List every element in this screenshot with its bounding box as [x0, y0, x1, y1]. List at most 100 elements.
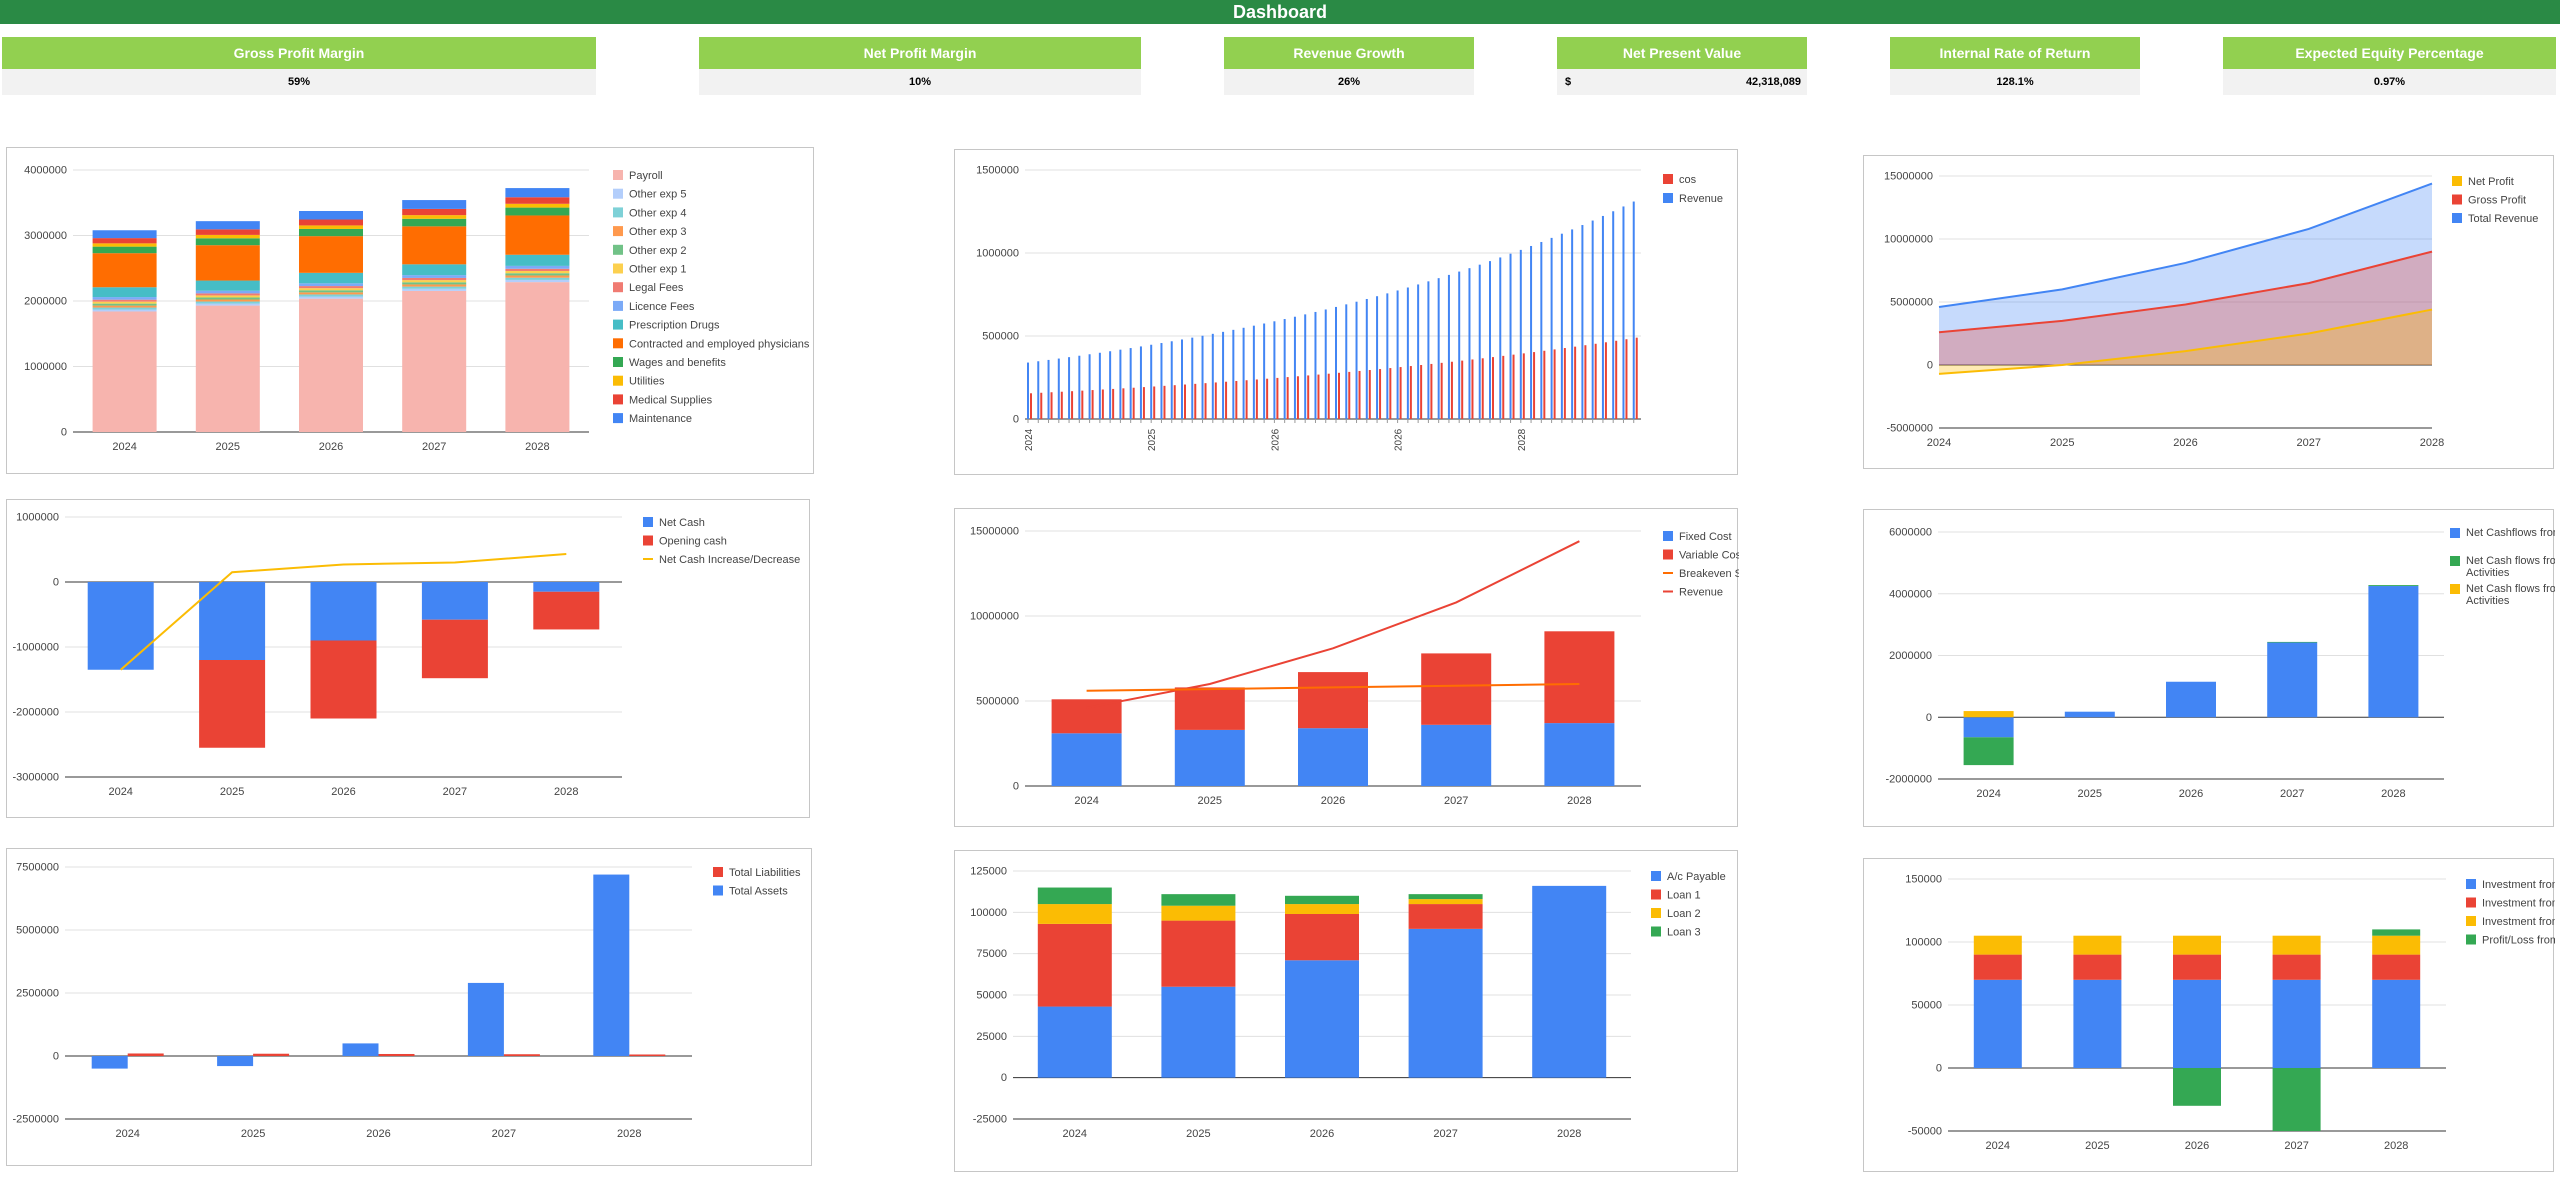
legend-swatch: [2450, 584, 2460, 594]
bar: [1078, 355, 1081, 419]
bar: [1584, 345, 1587, 419]
bar-segment: [2166, 681, 2216, 718]
legend-label: Investment from Owner: [2482, 879, 2555, 891]
bar-segment: [299, 283, 363, 287]
legend-swatch: [2452, 194, 2462, 205]
y-tick-label: 0: [1001, 1072, 1007, 1084]
bar: [1553, 349, 1556, 419]
bar-segment: [1973, 935, 2022, 955]
series-line: [1086, 540, 1580, 709]
x-tick-label: 2026: [366, 1128, 390, 1140]
bar-segment: [2173, 979, 2221, 1068]
bar: [1122, 388, 1125, 419]
bar-segment: [299, 219, 363, 226]
legend-label: Loan 2: [1667, 908, 1701, 920]
bar: [1160, 343, 1163, 419]
x-tick-label: 2028: [2381, 788, 2405, 800]
bar: [1191, 337, 1194, 419]
bar: [1027, 362, 1029, 419]
legend-label: Total Liabilities: [729, 867, 801, 879]
x-tick-label: 2026: [1394, 428, 1405, 451]
bar-segment: [299, 290, 363, 293]
bar: [1181, 339, 1183, 419]
legend-swatch: [613, 207, 623, 218]
legend-label: Investment from investor 2: [2482, 916, 2555, 928]
legend-label: Legal Fees: [629, 282, 684, 294]
bar: [91, 1056, 128, 1069]
bar: [1417, 284, 1420, 419]
bar-segment: [402, 277, 467, 281]
chart-revenue-profit-area-svg: -5000000 0 5000000 10000000 15000000 2024 2025…: [1884, 171, 2538, 450]
bar: [1574, 346, 1577, 419]
bar: [1430, 363, 1433, 419]
bar-segment: [1051, 733, 1122, 786]
bar-segment: [195, 229, 260, 235]
bar-segment: [92, 230, 157, 239]
y-tick-label: 5000000: [16, 925, 59, 937]
bar: [1314, 311, 1317, 419]
dashboard-title: Dashboard: [0, 0, 2560, 24]
x-tick-label: 2026: [1321, 795, 1345, 807]
bar: [1499, 257, 1502, 419]
bar: [1088, 354, 1091, 419]
bar: [1512, 354, 1515, 419]
bar: [1081, 390, 1084, 419]
bar: [1492, 357, 1494, 419]
bar-segment: [505, 273, 570, 276]
bar: [1098, 352, 1101, 419]
bar-segment: [195, 280, 260, 291]
y-tick-label: -2000000: [13, 707, 60, 719]
y-tick-label: 100000: [1905, 937, 1942, 949]
bar: [1335, 306, 1337, 419]
legend-label: Medical Supplies: [629, 394, 713, 406]
y-tick-label: 1000000: [976, 248, 1019, 260]
x-tick-label: 2024: [1063, 1128, 1087, 1140]
bar: [1563, 348, 1566, 419]
legend-swatch: [2450, 556, 2460, 566]
bar: [1468, 268, 1471, 419]
bar-segment: [1544, 631, 1615, 724]
legend-swatch: [613, 300, 623, 311]
bar-segment: [2272, 1068, 2321, 1131]
bar: [1030, 393, 1032, 419]
bar: [1615, 340, 1618, 419]
bar: [1040, 392, 1043, 419]
bar-segment: [1963, 737, 2014, 766]
bar: [1068, 357, 1071, 419]
kpi-label: Net Profit Margin: [699, 37, 1141, 69]
bar: [1622, 206, 1625, 419]
bar-segment: [1037, 923, 1112, 1007]
bar: [1348, 371, 1351, 419]
legend-swatch: [1651, 908, 1661, 918]
y-tick-label: 0: [53, 577, 59, 589]
y-tick-label: -50000: [1908, 1126, 1942, 1138]
x-tick-label: 2027: [443, 786, 467, 798]
bar: [1489, 261, 1491, 419]
bar: [1232, 329, 1235, 419]
legend-label: cos: [1679, 174, 1697, 186]
x-tick-label: 2028: [1567, 795, 1591, 807]
legend-swatch: [613, 244, 623, 255]
bar-segment: [1421, 653, 1492, 725]
bar-segment: [92, 303, 157, 306]
x-tick-label: 2026: [319, 441, 343, 453]
bar-segment: [402, 200, 467, 209]
bar-segment: [2064, 711, 2115, 718]
bar: [1307, 375, 1310, 419]
bar-segment: [92, 305, 157, 308]
bar-segment: [505, 207, 570, 216]
bar-segment: [421, 582, 488, 620]
kpi-label: Gross Profit Margin: [2, 37, 596, 69]
kpi-value: 26%: [1224, 69, 1474, 95]
bar-segment: [310, 582, 377, 641]
x-tick-label: 2026: [1310, 1128, 1334, 1140]
legend-label: Contracted and employed physicians: [629, 338, 810, 350]
legend-swatch: [613, 263, 623, 274]
bar: [1211, 333, 1214, 419]
bar-segment: [195, 295, 260, 298]
y-tick-label: 25000: [976, 1031, 1007, 1043]
kpi-value-text: 42,318,089: [1745, 76, 1801, 88]
bar: [1502, 355, 1505, 419]
bar: [629, 1054, 666, 1056]
kpi-value: 0.97%: [2223, 69, 2556, 95]
